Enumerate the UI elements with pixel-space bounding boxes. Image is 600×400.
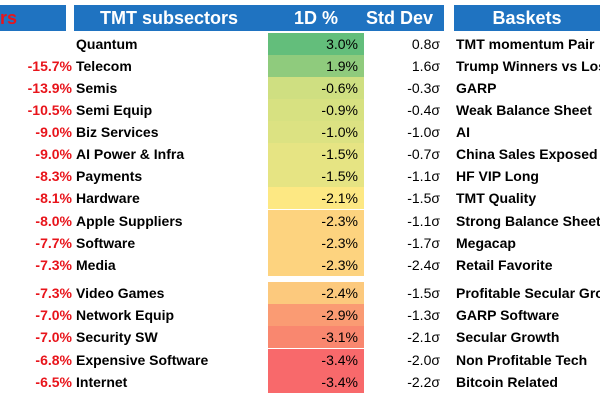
subsector-1d-pct: -1.0%: [268, 121, 364, 143]
header-name: TMT subsectors: [100, 8, 239, 28]
subsector-1d-pct: -3.4%: [268, 349, 364, 371]
subsector-name: Hardware: [76, 190, 140, 206]
subsector-1d-pct: -3.1%: [268, 326, 364, 348]
subsector-std-dev: 1.6σ: [411, 58, 440, 74]
subsector-name: Payments: [76, 168, 143, 184]
left-value: -6.8%: [35, 352, 72, 368]
left-value: -8.0%: [35, 213, 72, 229]
subsector-std-dev: -2.2σ: [407, 374, 440, 390]
subsector-1d-pct: -2.3%: [268, 254, 364, 276]
subsector-1d-pct: -2.1%: [268, 187, 364, 209]
subsector-1d-pct: -2.4%: [268, 282, 364, 304]
basket-item: HF VIP Long: [456, 168, 539, 184]
left-value: -7.3%: [35, 285, 72, 301]
subsector-std-dev: -2.0σ: [407, 352, 440, 368]
subsector-std-dev: -2.1σ: [407, 329, 440, 345]
subsector-name: AI Power & Infra: [76, 146, 185, 162]
subsector-std-dev: -1.5σ: [407, 190, 440, 206]
subsector-name: Network Equip: [76, 307, 175, 323]
left-value: -7.0%: [35, 307, 72, 323]
subsector-std-dev: 0.8σ: [411, 36, 440, 52]
subsector-name: Apple Suppliers: [76, 213, 183, 229]
subsector-name: Media: [76, 257, 116, 273]
subsector-name: Internet: [76, 374, 128, 390]
subsector-name: Video Games: [76, 285, 165, 301]
left-value: -15.7%: [27, 58, 72, 74]
subsector-name: Semis: [76, 80, 118, 96]
basket-item: China Sales Exposed: [456, 146, 598, 162]
left-value: -7.7%: [35, 235, 72, 251]
left-header-label: rs: [0, 8, 18, 28]
subsector-std-dev: -1.1σ: [407, 168, 440, 184]
subsector-1d-pct: -2.3%: [268, 232, 364, 254]
subsector-1d-pct: -3.4%: [268, 371, 364, 393]
subsector-name: Software: [76, 235, 136, 251]
subsector-1d-pct: -2.9%: [268, 304, 364, 326]
left-value: -7.0%: [35, 329, 72, 345]
subsector-1d-pct: -0.6%: [268, 77, 364, 99]
basket-item: AI: [456, 124, 470, 140]
basket-item: GARP: [456, 80, 497, 96]
subsector-std-dev: -0.3σ: [407, 80, 440, 96]
left-value: -8.3%: [35, 168, 72, 184]
basket-item: Profitable Secular Gro: [456, 285, 600, 301]
left-value: -9.0%: [35, 146, 72, 162]
left-value: -8.1%: [35, 190, 72, 206]
basket-item: GARP Software: [456, 307, 560, 323]
subsector-std-dev: -1.1σ: [407, 213, 440, 229]
left-value: -6.5%: [35, 374, 72, 390]
subsector-name: Expensive Software: [76, 352, 209, 368]
basket-item: Trump Winners vs Los: [456, 58, 600, 74]
right-header: Baskets: [454, 5, 600, 31]
left-header: rs: [0, 5, 66, 31]
left-value: -9.0%: [35, 124, 72, 140]
subsector-1d-pct: 3.0%: [268, 33, 364, 55]
subsector-std-dev: -2.4σ: [407, 257, 440, 273]
subsector-name: Biz Services: [76, 124, 159, 140]
subsector-name: Quantum: [76, 36, 138, 52]
middle-header: TMT subsectors 1D % Std Dev: [74, 5, 444, 31]
basket-item: Non Profitable Tech: [456, 352, 588, 368]
subsector-std-dev: -1.3σ: [407, 307, 440, 323]
left-value: -13.9%: [27, 80, 72, 96]
subsector-name: Security SW: [76, 329, 158, 345]
left-value: -10.5%: [27, 102, 72, 118]
subsector-std-dev: -1.0σ: [407, 124, 440, 140]
basket-item: Strong Balance Sheet: [456, 213, 600, 229]
subsector-1d-pct: -0.9%: [268, 99, 364, 121]
basket-item: Megacap: [456, 235, 516, 251]
left-value: -7.3%: [35, 257, 72, 273]
subsector-std-dev: -1.5σ: [407, 285, 440, 301]
basket-item: TMT Quality: [456, 190, 537, 206]
subsector-1d-pct: 1.9%: [268, 55, 364, 77]
basket-item: Secular Growth: [456, 329, 560, 345]
subsector-name: Telecom: [76, 58, 132, 74]
basket-item: Bitcoin Related: [456, 374, 558, 390]
subsector-name: Semi Equip: [76, 102, 153, 118]
subsector-1d-pct: -1.5%: [268, 143, 364, 165]
basket-item: TMT momentum Pair: [456, 36, 595, 52]
subsector-std-dev: -0.4σ: [407, 102, 440, 118]
right-header-label: Baskets: [492, 8, 562, 28]
subsector-std-dev: -0.7σ: [407, 146, 440, 162]
subsector-1d-pct: -1.5%: [268, 165, 364, 187]
basket-item: Retail Favorite: [456, 257, 553, 273]
header-std: Std Dev: [366, 8, 434, 28]
header-pct: 1D %: [294, 8, 339, 28]
subsector-std-dev: -1.7σ: [407, 235, 440, 251]
basket-item: Weak Balance Sheet: [456, 102, 592, 118]
subsector-1d-pct: -2.3%: [268, 210, 364, 232]
